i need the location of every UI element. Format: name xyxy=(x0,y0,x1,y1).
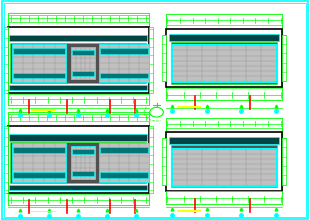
Bar xyxy=(100,147,148,153)
Bar xyxy=(13,147,65,153)
Bar xyxy=(9,35,147,41)
Bar xyxy=(9,185,147,190)
Bar xyxy=(12,44,66,82)
Bar xyxy=(166,191,282,204)
Bar xyxy=(177,106,202,108)
Bar xyxy=(10,43,146,83)
Bar xyxy=(100,73,148,78)
Bar xyxy=(72,171,94,176)
Bar xyxy=(162,35,166,81)
Bar xyxy=(8,13,149,104)
Bar xyxy=(99,44,149,82)
Bar xyxy=(8,112,149,121)
Bar xyxy=(12,143,66,182)
Bar xyxy=(100,48,148,53)
Bar xyxy=(31,211,56,212)
Bar xyxy=(4,126,8,192)
Bar xyxy=(9,85,147,90)
Bar xyxy=(282,138,286,185)
Bar xyxy=(4,27,8,93)
Bar xyxy=(166,132,282,191)
Bar xyxy=(162,138,166,185)
Bar xyxy=(282,35,286,81)
Bar xyxy=(172,45,276,81)
Bar xyxy=(8,126,149,192)
Bar xyxy=(172,149,276,185)
Bar xyxy=(170,42,277,84)
Bar xyxy=(99,143,149,182)
Bar xyxy=(13,73,65,78)
Bar xyxy=(71,47,95,79)
Bar xyxy=(177,210,202,212)
Bar xyxy=(13,172,65,178)
Bar xyxy=(170,145,277,187)
Bar xyxy=(149,126,153,192)
Bar xyxy=(10,142,146,183)
Bar xyxy=(71,146,95,179)
Bar xyxy=(171,44,277,82)
Bar xyxy=(166,118,282,128)
Bar xyxy=(72,149,94,154)
Bar xyxy=(72,71,94,76)
Bar xyxy=(149,27,153,93)
Bar xyxy=(166,88,282,100)
Bar xyxy=(166,14,282,25)
Bar xyxy=(171,148,277,186)
Bar xyxy=(8,94,149,104)
Bar xyxy=(166,14,282,100)
Bar xyxy=(8,27,149,93)
Bar xyxy=(169,137,279,144)
Bar xyxy=(31,109,56,111)
Bar xyxy=(8,112,149,205)
Bar xyxy=(8,194,149,205)
Bar xyxy=(8,13,149,22)
Bar xyxy=(72,50,94,55)
Bar xyxy=(9,134,147,141)
Bar xyxy=(166,118,282,204)
Bar xyxy=(169,34,279,40)
Bar xyxy=(100,172,148,178)
Bar xyxy=(166,29,282,87)
Bar xyxy=(13,48,65,53)
